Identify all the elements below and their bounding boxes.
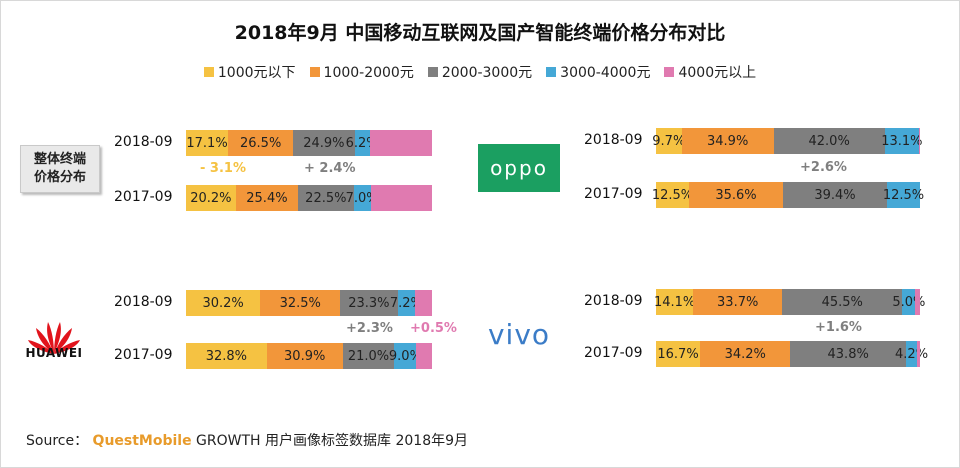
stacked-bar: 14.1% 33.7% 45.5% 5.0% <box>654 289 925 315</box>
bar-segment: 16.7% <box>656 341 701 367</box>
row-label: 2017-09 <box>114 347 173 363</box>
bar-segment: 9.0% <box>389 343 422 369</box>
delta-annotation: + 2.4% <box>304 161 356 176</box>
bar-segment: 25.4% <box>235 185 299 211</box>
bar-segment: 32.8% <box>186 343 267 369</box>
oppo-logo: oppo <box>478 144 560 192</box>
legend-swatch <box>427 67 438 77</box>
bar-segment: 12.5% <box>652 182 693 208</box>
row-label: 2018-09 <box>114 294 173 310</box>
legend: 1000元以下 1000-2000元 2000-3000元 3000-4000元 400… <box>0 62 960 82</box>
bar-segment: 42.0% <box>773 128 885 154</box>
bar-segment: 21.0% <box>342 343 395 369</box>
bar-segment: 9.7% <box>652 128 685 154</box>
legend-label: 2000-3000元 <box>441 65 533 81</box>
stacked-bar: 12.5% 35.6% 39.4% 12.5% <box>652 182 924 208</box>
source-prefix: Source： <box>26 433 89 449</box>
row-label: 2018-09 <box>584 293 643 309</box>
legend-swatch <box>664 67 675 77</box>
bar-segment: 24.9% <box>293 130 355 156</box>
bar-segment: 32.5% <box>260 290 341 316</box>
bar-segment: 45.5% <box>782 289 903 315</box>
delta-annotation: +0.5% <box>410 321 457 336</box>
bar-segment: 26.5% <box>228 130 294 156</box>
stacked-bar: 32.8% 30.9% 21.0% 9.0% <box>186 343 432 369</box>
legend-item: 1000元以下 <box>203 62 296 82</box>
chart-title: 2018年9月 中国移动互联网及国产智能终端价格分布对比 <box>234 22 726 44</box>
bar-segment: 17.1% <box>186 130 229 156</box>
row-label: 2017-09 <box>584 345 643 361</box>
bar-segment: 5.0% <box>892 289 925 315</box>
bar-segment <box>915 289 920 315</box>
row-label: 2017-09 <box>584 186 643 202</box>
legend-label: 3000-4000元 <box>560 65 651 81</box>
bar-segment: 33.7% <box>693 289 783 315</box>
legend-swatch <box>309 67 320 77</box>
legend-swatch <box>546 67 557 77</box>
stacked-bar: 30.2% 32.5% 23.3% 7.2% <box>186 290 432 316</box>
bar-segment: 30.9% <box>266 343 343 369</box>
huawei-logo-icon <box>28 322 80 354</box>
vivo-logo-text: vivo <box>487 318 551 351</box>
overall-badge: 整体终端 价格分布 <box>20 145 100 193</box>
bar-segment: 22.5% <box>298 185 354 211</box>
stacked-bar: 16.7% 34.2% 43.8% 4.2% <box>656 341 928 367</box>
bar-segment: 34.9% <box>681 128 774 154</box>
legend-label: 1000-2000元 <box>323 65 414 81</box>
bar-segment: 35.6% <box>689 182 783 208</box>
bar-segment: 43.8% <box>790 341 906 367</box>
legend-item: 2000-3000元 <box>427 62 533 82</box>
bar-segment: 34.2% <box>700 341 791 367</box>
source-rest: GROWTH 用户画像标签数据库 2018年9月 <box>191 433 469 449</box>
stacked-bar: 20.2% 25.4% 22.5% 7.0% <box>186 185 432 211</box>
source-note: Source： QuestMobile GROWTH 用户画像标签数据库 201… <box>26 430 468 450</box>
bar-segment: 14.1% <box>654 289 695 315</box>
bar-segment: 30.2% <box>186 290 261 316</box>
oppo-logo-text: oppo <box>490 156 548 180</box>
bar-segment <box>370 185 432 211</box>
row-label: 2018-09 <box>584 132 643 148</box>
bar-segment: 7.0% <box>346 185 379 211</box>
bar-segment: 4.2% <box>895 341 928 367</box>
delta-annotation: +2.3% <box>346 321 393 336</box>
delta-annotation: - 3.1% <box>200 161 246 176</box>
vivo-logo: vivo <box>478 320 560 350</box>
bar-segment <box>416 343 432 369</box>
bar-segment: 23.3% <box>340 290 398 316</box>
delta-annotation: +2.6% <box>800 160 847 175</box>
legend-label: 1000元以下 <box>217 65 296 81</box>
legend-swatch <box>203 67 214 77</box>
row-label: 2017-09 <box>114 189 173 205</box>
bar-segment: 20.2% <box>186 185 236 211</box>
bar-segment <box>415 290 432 316</box>
bar-segment <box>917 341 920 367</box>
legend-item: 1000-2000元 <box>309 62 414 82</box>
badge-line2: 价格分布 <box>33 170 86 185</box>
stacked-bar: 17.1% 26.5% 24.9% 6.2% <box>186 130 432 156</box>
bar-segment: 13.1% <box>881 128 923 154</box>
huawei-logo-text: HUAWEI <box>25 346 83 360</box>
bar-segment: 7.2% <box>390 290 423 316</box>
stacked-bar: 9.7% 34.9% 42.0% 13.1% <box>652 128 923 154</box>
bar-segment: 39.4% <box>782 182 887 208</box>
row-label: 2018-09 <box>114 134 173 150</box>
bar-segment: 6.2% <box>346 130 379 156</box>
legend-item: 3000-4000元 <box>546 62 650 82</box>
bar-segment <box>919 128 920 154</box>
bar-segment: 12.5% <box>883 182 924 208</box>
legend-item: 4000元以上 <box>664 62 756 82</box>
bar-segment <box>369 130 432 156</box>
legend-label: 4000元以上 <box>678 65 757 81</box>
source-brand: QuestMobile <box>92 433 192 449</box>
badge-line1: 整体终端 <box>33 152 86 167</box>
delta-annotation: +1.6% <box>815 320 862 335</box>
